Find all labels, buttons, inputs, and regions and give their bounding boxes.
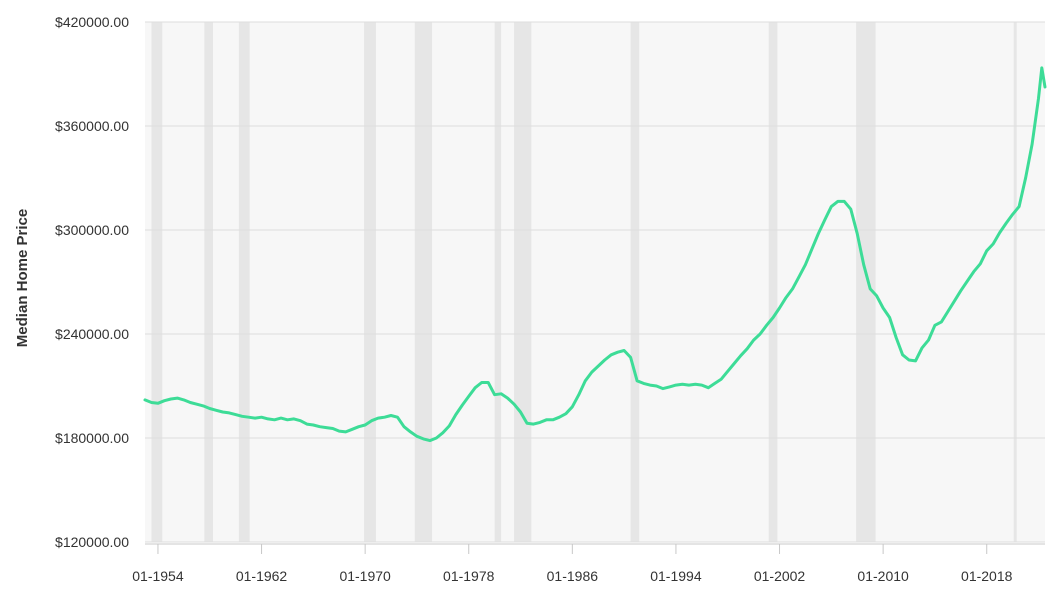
y-tick-label: $120000.00 [55,534,129,550]
y-tick-label: $360000.00 [55,118,129,134]
recession-band-5 [414,22,433,542]
x-tick-label: 01-2002 [754,568,806,584]
series-layer [143,66,1047,443]
recession-band-7 [514,22,532,542]
y-axis-title: Median Home Price [14,209,31,347]
x-tick-label: 01-2010 [857,568,909,584]
series-line-1 [143,66,1047,443]
recession-bands [151,22,1017,542]
x-tick-label: 01-2018 [961,568,1013,584]
x-tick-label: 01-1970 [339,568,391,584]
x-tick-label: 01-1986 [547,568,599,584]
x-tick-label: 01-1954 [132,568,184,584]
x-tick-label: 01-1994 [650,568,702,584]
recession-band-8 [630,22,640,542]
x-tick-label: 01-1978 [443,568,495,584]
y-tick-label: $300000.00 [55,222,129,238]
y-tick-label: $240000.00 [55,326,129,342]
x-axis: 01-1954 01-1962 01-1970 01-1978 01-1986 01-19… [132,543,1045,584]
gridlines [145,21,1045,543]
recession-band-9 [768,22,778,542]
y-tick-label: $420000.00 [55,14,129,30]
plot-background [145,22,1045,542]
recession-band-10 [856,22,876,542]
recession-band-3 [238,22,250,542]
recession-band-4 [364,22,376,542]
x-tick-label: 01-1962 [236,568,288,584]
y-axis: $120000.00 $180000.00 $240000.00 $300000.00… [55,14,129,550]
recession-band-1 [151,22,163,542]
recession-band-6 [494,22,502,542]
recession-band-2 [204,22,213,542]
recession-band-11 [1013,22,1017,542]
y-tick-label: $180000.00 [55,430,129,446]
